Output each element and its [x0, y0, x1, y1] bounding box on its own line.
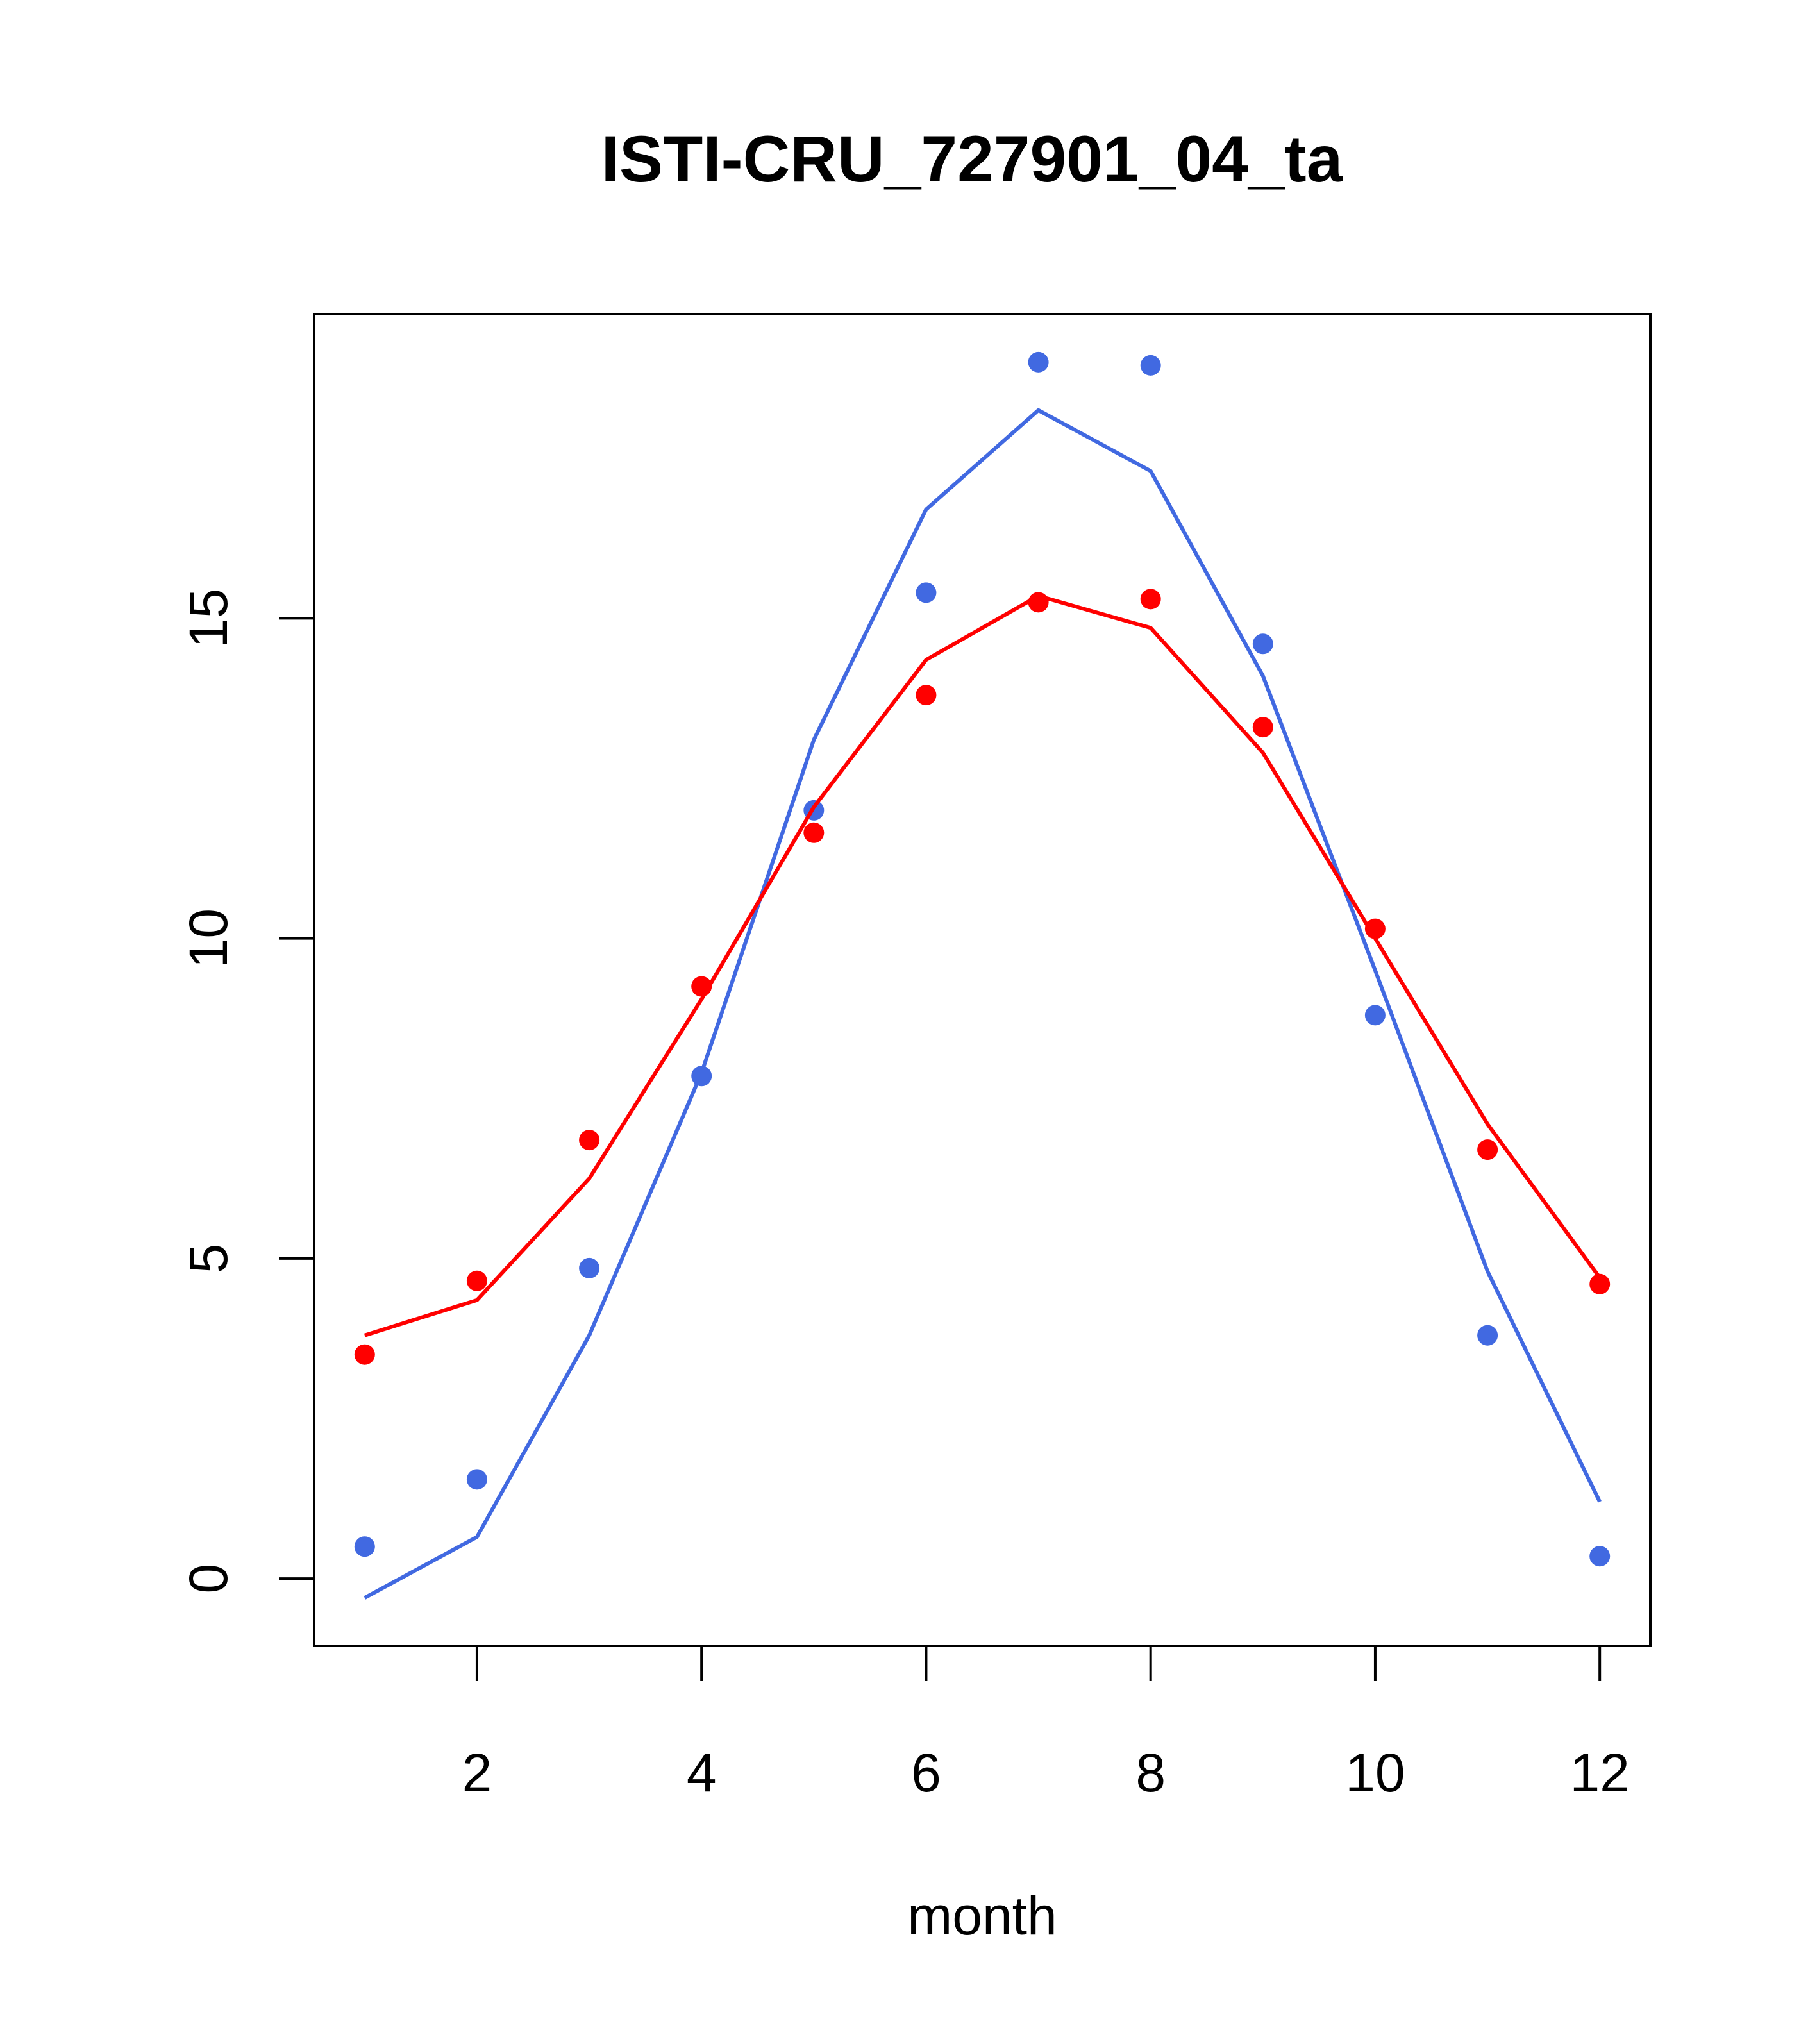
series-1-line: [364, 408, 1602, 1600]
x-axis-label: month: [907, 1886, 1057, 1946]
x-tick-label: 2: [462, 1743, 492, 1803]
y-tick-label: 5: [178, 1244, 239, 1274]
series-1-point: [1252, 633, 1273, 655]
series-1-point: [1028, 351, 1049, 373]
x-tick-label: 12: [1570, 1743, 1629, 1803]
series-1-point: [691, 1066, 712, 1087]
x-tick-label: 8: [1135, 1743, 1166, 1803]
series-1-point: [916, 582, 937, 603]
series-1-point: [579, 1257, 600, 1278]
y-tick-label: 15: [178, 589, 239, 648]
y-tick-label: 0: [178, 1564, 239, 1594]
series-2-point: [803, 822, 825, 843]
chart-title: ISTI-CRU_727901_04_ta: [601, 122, 1344, 196]
x-axis: 2 4 6 8 10 12: [462, 1645, 1630, 1803]
series-2-point: [579, 1130, 600, 1151]
x-tick-label: 6: [911, 1743, 941, 1803]
series-2-point: [1252, 717, 1273, 738]
y-tick-label: 10: [178, 909, 239, 968]
series-2-line: [364, 594, 1602, 1337]
series-2-point: [1589, 1273, 1611, 1294]
x-tick-label: 4: [687, 1743, 717, 1803]
series-2-point: [916, 685, 937, 706]
series-1-point: [354, 1536, 375, 1557]
series-1-point: [1477, 1325, 1498, 1346]
series-2-point: [1364, 918, 1386, 939]
plot-area: [354, 351, 1611, 1600]
series-1-point: [466, 1469, 487, 1490]
y-axis: 0 5 10 15: [178, 589, 315, 1594]
series-2-point: [354, 1344, 375, 1365]
series-2-point: [466, 1270, 487, 1291]
series-2-point: [691, 976, 712, 997]
series-2-point: [1028, 592, 1049, 613]
series-2-point: [1140, 589, 1161, 610]
series-2-point: [1477, 1139, 1498, 1160]
series-1-point: [1364, 1005, 1386, 1026]
series-1-point: [1140, 355, 1161, 376]
series-1-point: [1589, 1546, 1611, 1567]
plot-frame: [313, 313, 1652, 1647]
x-tick-label: 10: [1345, 1743, 1405, 1803]
